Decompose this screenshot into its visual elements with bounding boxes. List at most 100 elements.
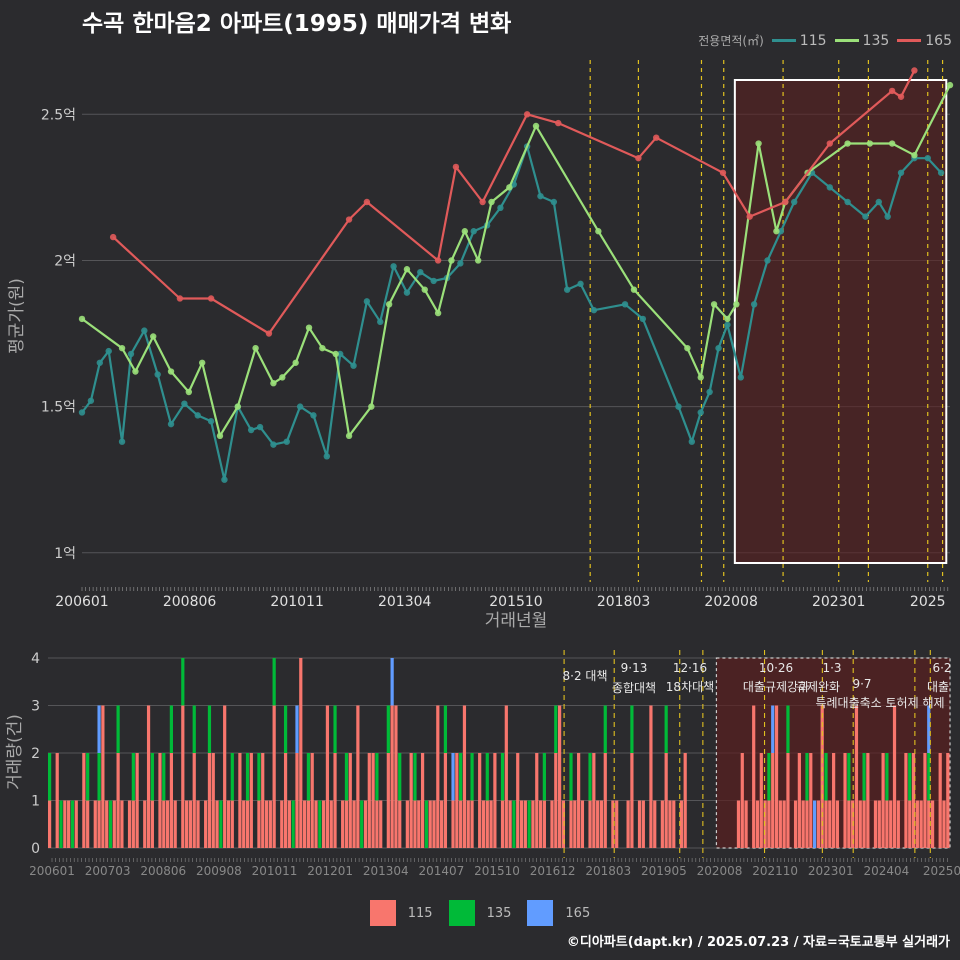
series-point-165 <box>653 134 660 141</box>
series-point-135 <box>234 403 241 410</box>
volume-bar-135 <box>824 753 828 801</box>
series-point-115 <box>777 228 785 235</box>
volume-bar-115 <box>226 800 231 848</box>
series-point-115 <box>96 359 104 366</box>
series-point-115 <box>457 260 464 267</box>
volume-bar-165 <box>97 705 101 753</box>
series-point-115 <box>430 277 437 285</box>
volume-bar-115 <box>550 800 554 848</box>
series-point-135 <box>697 374 704 381</box>
price-xtick-label-4: 201510 <box>489 594 542 610</box>
volume-legend: 115 135 165 <box>0 900 960 926</box>
volume-bar-115 <box>204 800 208 848</box>
price-x-axis-label: 거래년월 <box>485 611 548 631</box>
volume-bar-115 <box>428 800 432 848</box>
price-ytick-label-0: 1억 <box>54 546 76 562</box>
volume-bar-115 <box>432 800 436 848</box>
volume-bar-115 <box>580 800 585 848</box>
volume-bar-165 <box>771 705 775 753</box>
volume-bar-115 <box>873 800 878 848</box>
volume-bar-115 <box>379 800 383 848</box>
volume-bar-115 <box>615 800 619 848</box>
volume-bar-135 <box>398 753 402 801</box>
series-point-135 <box>733 301 740 308</box>
volume-bar-135 <box>181 658 185 706</box>
series-point-115 <box>924 154 931 162</box>
volume-bar-135 <box>219 800 223 848</box>
volume-bar-135 <box>108 800 113 848</box>
series-point-115 <box>154 371 161 378</box>
volume-bar-115 <box>611 800 615 848</box>
series-point-115 <box>737 374 744 381</box>
volume-bar-135 <box>424 800 428 848</box>
volume-bar-115 <box>946 753 950 848</box>
volume-bar-115 <box>367 753 371 848</box>
volume-ytick-label-1: 1 <box>31 794 40 810</box>
volume-bar-115 <box>325 705 330 848</box>
volume-bar-115 <box>82 753 86 848</box>
series-point-135 <box>630 286 638 293</box>
series-point-165 <box>746 213 753 220</box>
volume-bar-115 <box>588 800 592 848</box>
series-point-135 <box>946 81 954 89</box>
volume-bar-135 <box>116 705 120 753</box>
volume-bar-115 <box>626 800 630 848</box>
series-point-135 <box>167 368 175 375</box>
series-point-135 <box>448 257 455 264</box>
volume-bar-135 <box>927 753 931 801</box>
volume-bar-115 <box>420 753 425 848</box>
price-xtick-label-7: 202301 <box>812 594 865 610</box>
volume-bar-115 <box>896 800 900 848</box>
series-point-115 <box>207 418 215 425</box>
series-point-135 <box>270 380 277 387</box>
series-point-115 <box>390 263 397 270</box>
volume-bar-135 <box>97 753 101 801</box>
price-xtick-label-1: 200806 <box>163 594 217 610</box>
volume-bar-115 <box>668 800 672 848</box>
legend-item-135: 135 <box>834 33 889 49</box>
volume-bar-115 <box>386 753 390 848</box>
volume-bar-115 <box>466 800 470 848</box>
volume-bar-115 <box>120 800 124 848</box>
volume-legend-item-165: 165 <box>527 900 590 926</box>
series-point-135 <box>461 228 469 235</box>
volume-bar-115 <box>192 753 196 848</box>
series-point-115 <box>937 169 945 176</box>
series-point-135 <box>474 257 482 264</box>
volume-bar-115 <box>306 800 311 848</box>
volume-bar-115 <box>858 800 862 848</box>
volume-bar-115 <box>48 800 52 848</box>
series-point-135 <box>403 266 411 273</box>
legend-title: 전용면적(㎡) <box>698 34 764 48</box>
volume-bar-115 <box>763 800 767 848</box>
volume-bar-115 <box>344 800 349 848</box>
series-point-115 <box>550 198 558 206</box>
series-point-115 <box>283 438 290 445</box>
volume-bar-115 <box>736 800 741 848</box>
volume-bar-115 <box>599 800 604 848</box>
volume-bar-135 <box>413 753 417 801</box>
series-point-115 <box>87 397 95 404</box>
volume-bar-115 <box>786 753 790 848</box>
series-point-165 <box>897 93 905 100</box>
volume-bar-115 <box>843 753 847 848</box>
series-point-115 <box>826 184 834 191</box>
volume-bar-165 <box>812 800 817 848</box>
volume-xtick-label-2: 200806 <box>140 864 186 878</box>
series-point-115 <box>417 268 424 276</box>
volume-bar-135 <box>603 705 607 753</box>
legend-item-115: 115 <box>771 33 827 49</box>
series-point-135 <box>773 228 780 235</box>
volume-ytick-label-2: 2 <box>31 746 40 762</box>
series-point-115 <box>590 306 598 314</box>
series-point-115 <box>537 192 544 200</box>
volume-bar-115 <box>516 753 520 848</box>
series-point-135 <box>132 368 139 375</box>
volume-xtick-label-16: 20250 <box>923 864 960 878</box>
volume-bar-115 <box>801 800 805 848</box>
volume-bar-115 <box>261 753 265 848</box>
series-point-115 <box>675 403 682 410</box>
volume-bar-115 <box>314 800 318 848</box>
series-point-135 <box>532 122 540 130</box>
series-point-135 <box>78 315 86 323</box>
